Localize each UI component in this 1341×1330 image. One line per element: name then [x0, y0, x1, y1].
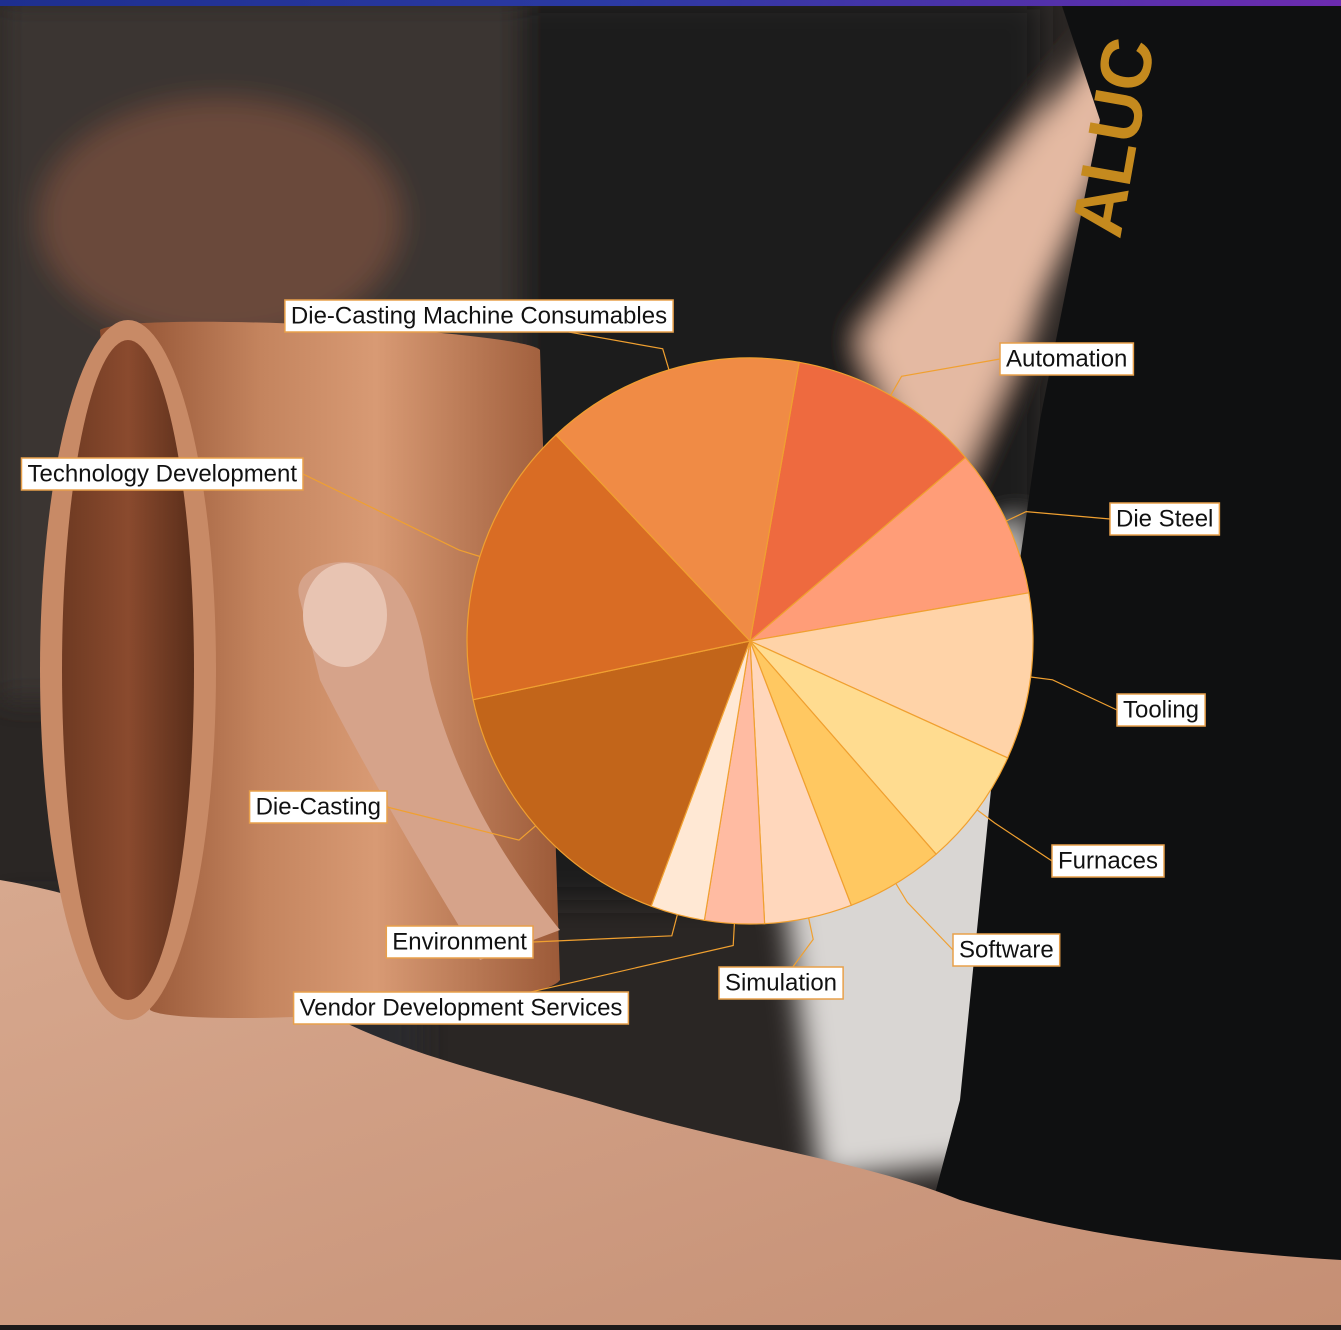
- pie-label-text: Software: [959, 937, 1054, 964]
- leader-line: [890, 358, 1001, 396]
- pie-slice-die-casting: [472, 640, 751, 907]
- pie-label: Tooling: [1116, 693, 1206, 727]
- pie-label-box: [248, 790, 388, 824]
- pie-label-text: Technology Development: [28, 461, 298, 488]
- pie-label: Environment: [385, 925, 534, 959]
- leader-line: [976, 809, 1053, 862]
- pie-label-text: Vendor Development Services: [300, 995, 623, 1022]
- pie-slices: [466, 357, 1034, 925]
- leader-line: [386, 806, 536, 841]
- leader-line: [532, 914, 678, 943]
- pie-label-box: [385, 925, 534, 959]
- pie-label-box: [20, 457, 304, 491]
- hand-shape: [0, 880, 1341, 1325]
- pie-label: Die Steel: [1109, 502, 1221, 536]
- pie-slice-tooling: [747, 592, 1034, 759]
- pie-label-text: Die-Casting: [256, 794, 381, 821]
- pie-label: Technology Development: [20, 457, 304, 491]
- pie-slice-die-casting-machine-consumables: [555, 357, 800, 643]
- pie-label: Software: [952, 933, 1061, 967]
- sleeve-shape: [900, 0, 1341, 1325]
- pie-label-box: [952, 933, 1061, 967]
- leader-line: [302, 473, 481, 558]
- pie-slice-technology-development: [466, 434, 752, 701]
- pie-slice-die-steel: [747, 456, 1030, 642]
- pie-label: Die-Casting Machine Consumables: [284, 299, 674, 333]
- pie-label: Automation: [999, 342, 1135, 376]
- pie-labels: Automation Die Steel Tooling Furnaces Softwa…: [20, 299, 1221, 1025]
- pie-label-text: Die Steel: [1116, 506, 1213, 533]
- pie-label-text: Furnaces: [1058, 848, 1158, 875]
- pie-leader-lines: [302, 315, 1118, 1009]
- pie-label-box: [1116, 693, 1206, 727]
- leader-line: [1006, 510, 1111, 522]
- pie-label-text: Tooling: [1123, 697, 1199, 724]
- leader-line: [1030, 676, 1118, 711]
- pie-label-box: [292, 991, 630, 1025]
- pie-label-box: [1109, 502, 1221, 536]
- pie-label-box: [284, 299, 674, 333]
- pie-slice-furnaces: [749, 640, 1009, 856]
- pie-label-box: [999, 342, 1135, 376]
- pie-label-box: [1051, 844, 1165, 878]
- pie-label-text: Die-Casting Machine Consumables: [291, 303, 667, 330]
- pie-label-text: Simulation: [725, 970, 837, 997]
- pie-label: Simulation: [718, 966, 844, 1000]
- pie-label-text: Environment: [392, 929, 527, 956]
- leader-line: [895, 883, 954, 951]
- accent-top-bar: [0, 0, 1341, 6]
- pie-label-text: Automation: [1006, 346, 1127, 373]
- pie-label: Furnaces: [1051, 844, 1165, 878]
- pie-label: Vendor Development Services: [292, 991, 630, 1025]
- leader-line: [460, 923, 735, 1009]
- pie-label-box: [718, 966, 844, 1000]
- pie-label: Die-Casting: [248, 790, 388, 824]
